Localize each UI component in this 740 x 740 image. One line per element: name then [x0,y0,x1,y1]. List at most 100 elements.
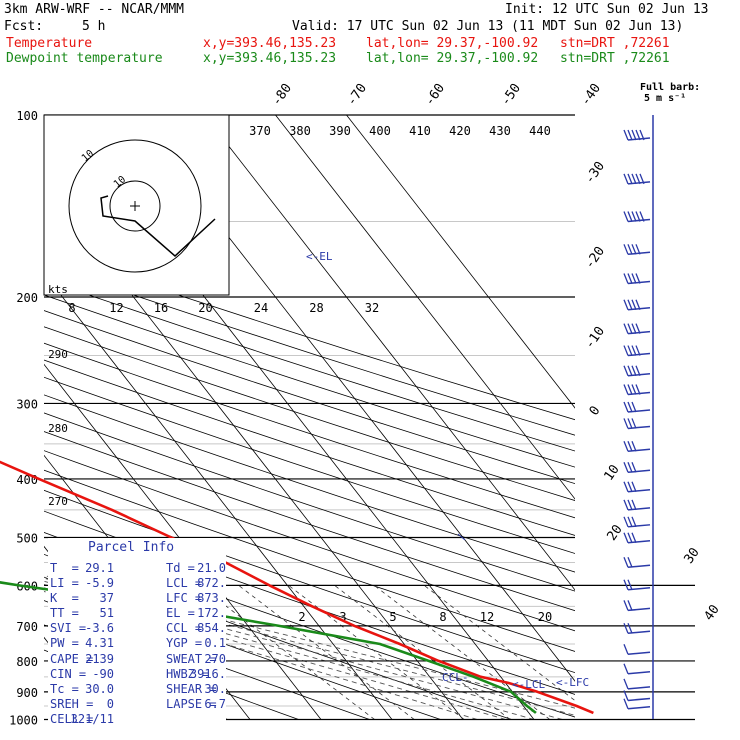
mixing-ratio-line [238,585,415,719]
parcel-param-label: PW = [50,636,79,651]
parcel-info-table: T = 29.1 Td = 21.0 LI = -5.9 LCL = 872. K = 37 LFC… [50,561,226,727]
dry-adiabat-line [44,326,575,501]
barb-flag [627,418,633,429]
parcel-param-label: LAPSE = [166,696,217,711]
barb-flag [635,211,641,222]
wind-barb [623,345,651,357]
barb-flag [627,516,633,528]
wind-barb [623,273,651,285]
dewpoint-profile [0,581,537,714]
barb-flag [631,129,637,141]
parcel-info-row: CAPE = 2139 SWEAT = 270 [50,652,226,667]
temperature-profile [0,460,594,715]
barb-flag [627,499,633,511]
barb-flag [623,557,629,568]
fcst-label: Fcst: [4,19,44,34]
ccl-annotation: CCL- [442,671,469,684]
pressure-label: 200 [16,291,38,305]
barb-flag [635,173,641,185]
wind-barb [623,173,651,185]
barb-flag [623,129,629,141]
temperature-axis-label: -20 [582,244,608,272]
wind-barb [623,678,651,690]
barb-flag [627,273,633,284]
parcel-param-value: 30. [204,681,226,696]
barb-flag [627,299,633,311]
mixing-ratio-label: 12 [480,610,494,624]
wind-barb [623,299,651,311]
isotherm-line [346,115,575,409]
barb-flag [623,345,629,356]
parcel-info-row: CELL = 321/11 [50,712,226,727]
dewpoint-latlon: lat,lon= 29.37,-100.92 [366,51,539,66]
barb-flag [627,323,633,334]
mixing-ratio-line [423,585,575,702]
speed-label: 16 [154,301,168,315]
barb-staff [627,686,651,690]
parcel-param-value: 872. [197,576,226,591]
barb-flag [631,384,637,395]
parcel-param-label: LCL = [166,576,203,591]
parcel-param-label: SREH = [50,696,94,711]
barb-flag [627,481,633,492]
theta-label: 400 [369,124,391,138]
hodograph-ring-inner [109,180,161,232]
parcel-param-value: -90 [92,666,114,681]
pressure-label: 500 [16,532,38,546]
temperature-axis-label: -30 [582,159,608,187]
parcel-param-value: 30.0 [85,681,114,696]
temperature-axis-label: 0 [587,403,604,418]
barb-flag [627,345,633,356]
parcel-param-value: 854. [197,621,226,636]
barb-flag [623,273,629,284]
hodograph-trace [100,195,216,258]
parcel-param-value: 4.31 [85,636,114,651]
mixing-ratio-label: 8 [439,610,446,624]
ccl-tick [457,533,466,541]
parcel-param-value: 29.1 [85,561,114,575]
barb-flag [623,418,629,429]
parcel-param-value: 51 [99,606,114,621]
pressure-label: 100 [16,109,38,123]
parcel-param-label: Tc = [50,681,79,696]
barb-flag [635,323,641,334]
barb-flag [635,273,641,284]
barb-flag [631,323,637,334]
barb-flag [623,499,629,511]
wind-barb [623,516,651,528]
dry-adiabat-line [44,489,575,674]
temperature-axis-label: -70 [344,81,370,109]
parcel-param-value: 37 [99,591,114,606]
valid-time: Valid: 17 UTC Sun 02 Jun 13 (11 MDT Sun … [292,19,684,34]
barb-flag [623,244,629,255]
pressure-label: 1000 [9,714,38,728]
parcel-param-label: CCL = [166,621,203,636]
barb-flag [623,299,629,311]
barb-flag [623,663,629,674]
mixing-ratio-line [334,585,511,719]
lfc-annotation: <-LFC [556,676,589,689]
wind-barb [623,462,651,474]
wind-barb [623,698,651,710]
theta-label: 380 [289,124,311,138]
parcel-param-label: K = [50,591,79,606]
parcel-param-label: TT = [50,606,79,621]
dry-adiabat-line [44,279,575,452]
barb-flag [627,532,633,543]
parcel-info-title: Parcel Info [88,540,175,555]
parcel-param-label: T = [50,561,79,575]
parcel-param-value: -5.9 [85,576,114,591]
wind-barb [623,418,651,430]
dry-adiabat-line [44,412,575,592]
barb-flag [627,129,633,141]
parcel-param-label: CIN = [50,666,87,681]
temperature-axis-label: 30 [681,545,702,566]
parcel-param-value: -3.6 [85,621,114,636]
parcel-param-label: YGP = [166,636,203,651]
temperature-axis-label: -50 [498,81,524,109]
speed-label: 24 [254,301,268,315]
parcel-info-row: SREH = 0 LAPSE = 6.7 [50,697,226,712]
temperature-latlon: lat,lon= 29.37,-100.92 [366,36,539,51]
barb-flag [631,401,637,413]
theta-label: 390 [329,124,351,138]
